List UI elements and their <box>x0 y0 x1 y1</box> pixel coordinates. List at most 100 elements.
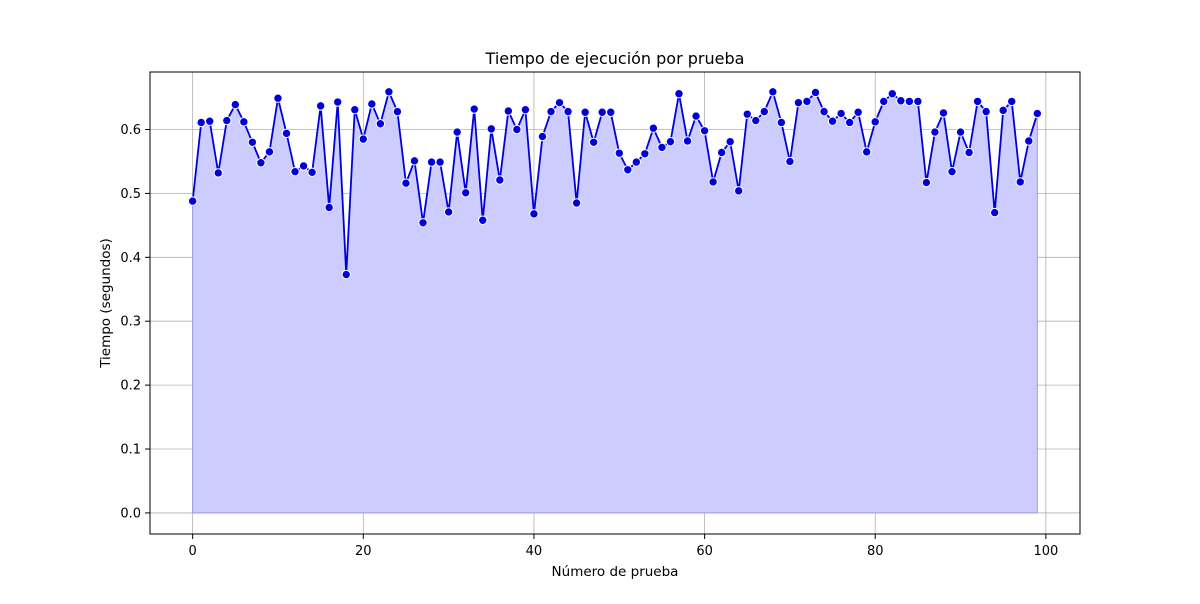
data-point <box>187 196 198 206</box>
data-point <box>222 115 232 126</box>
y-tick-label: 0.1 <box>120 443 141 458</box>
data-point <box>196 117 206 128</box>
data-point <box>640 149 650 159</box>
data-point <box>844 117 855 128</box>
data-point <box>606 107 616 117</box>
data-point <box>955 127 966 137</box>
data-point <box>853 107 863 117</box>
data-point <box>324 202 334 213</box>
x-tick-label: 0 <box>189 544 197 559</box>
data-point <box>802 96 812 107</box>
data-point <box>819 106 829 117</box>
x-tick-label: 40 <box>526 544 543 559</box>
data-point <box>648 123 659 133</box>
data-point <box>998 105 1008 116</box>
data-point <box>384 87 394 97</box>
data-point <box>810 87 821 98</box>
series-line <box>191 90 1039 276</box>
data-point <box>862 147 872 157</box>
data-point <box>674 89 684 99</box>
data-point <box>759 106 770 117</box>
data-point <box>827 116 838 126</box>
y-tick-label: 0.3 <box>120 315 141 330</box>
x-axis-label: Número de prueba <box>552 564 679 580</box>
data-point <box>435 157 445 167</box>
data-point <box>580 107 590 117</box>
data-point <box>350 105 360 115</box>
data-point <box>418 218 428 228</box>
data-point <box>512 124 522 135</box>
data-point <box>793 97 804 108</box>
data-point <box>964 147 974 158</box>
data-point <box>247 137 258 147</box>
data-point <box>776 117 787 128</box>
data-point <box>938 108 949 118</box>
data-point <box>623 165 633 175</box>
y-tick-label: 0.5 <box>120 187 141 202</box>
data-point <box>597 107 607 117</box>
data-point <box>699 126 710 136</box>
data-point <box>972 96 983 107</box>
data-point <box>315 101 326 111</box>
data-point <box>205 116 215 126</box>
data-point <box>870 117 880 127</box>
data-point <box>879 96 889 107</box>
data-point <box>239 117 249 127</box>
data-point <box>230 99 241 110</box>
chart-title: Tiempo de ejecución por prueba <box>485 49 745 68</box>
data-point <box>409 156 420 166</box>
data-point <box>768 87 778 97</box>
y-axis-label: Tiempo (segundos) <box>98 238 114 369</box>
data-point <box>887 89 897 99</box>
data-point <box>631 157 642 167</box>
data-point <box>401 178 411 188</box>
x-tick-label: 20 <box>355 544 372 559</box>
data-point <box>469 104 479 114</box>
data-point <box>460 188 471 198</box>
y-tick-label: 0.0 <box>120 506 141 521</box>
data-point <box>725 136 735 147</box>
data-point <box>529 209 539 219</box>
axes-frame <box>149 71 1081 535</box>
data-point <box>665 136 676 147</box>
data-point <box>1007 96 1017 107</box>
x-tick-label: 60 <box>696 544 713 559</box>
data-point <box>947 166 957 177</box>
y-tick-label: 0.6 <box>120 123 141 138</box>
data-point <box>896 96 906 106</box>
data-point <box>563 106 573 117</box>
data-point <box>691 111 701 121</box>
data-point <box>614 148 624 158</box>
data-point <box>989 207 1000 218</box>
data-point <box>716 147 727 158</box>
data-point <box>1015 177 1025 187</box>
data-point <box>358 134 368 144</box>
data-point <box>785 156 795 167</box>
data-point <box>546 106 556 117</box>
data-point <box>734 186 744 196</box>
data-point <box>264 147 275 157</box>
data-point <box>981 106 991 117</box>
data-point <box>443 207 454 217</box>
data-point <box>904 96 915 107</box>
data-point <box>281 128 292 139</box>
data-point <box>213 168 223 178</box>
data-point <box>392 106 403 117</box>
data-point <box>1024 136 1034 146</box>
data-point <box>930 127 940 137</box>
data-point <box>571 198 582 208</box>
data-point <box>836 108 846 119</box>
data-point <box>307 167 317 178</box>
data-point <box>452 127 462 137</box>
y-axis-ticks: 0.0 0.1 0.2 0.3 0.4 0.5 0.6 <box>120 123 150 521</box>
x-tick-label: 80 <box>867 544 884 559</box>
data-point <box>708 177 718 187</box>
data-point <box>341 269 351 280</box>
data-point <box>426 157 437 167</box>
data-point <box>588 137 599 147</box>
data-point <box>657 142 667 153</box>
y-tick-label: 0.2 <box>120 379 141 394</box>
y-tick-label: 0.4 <box>120 251 141 266</box>
